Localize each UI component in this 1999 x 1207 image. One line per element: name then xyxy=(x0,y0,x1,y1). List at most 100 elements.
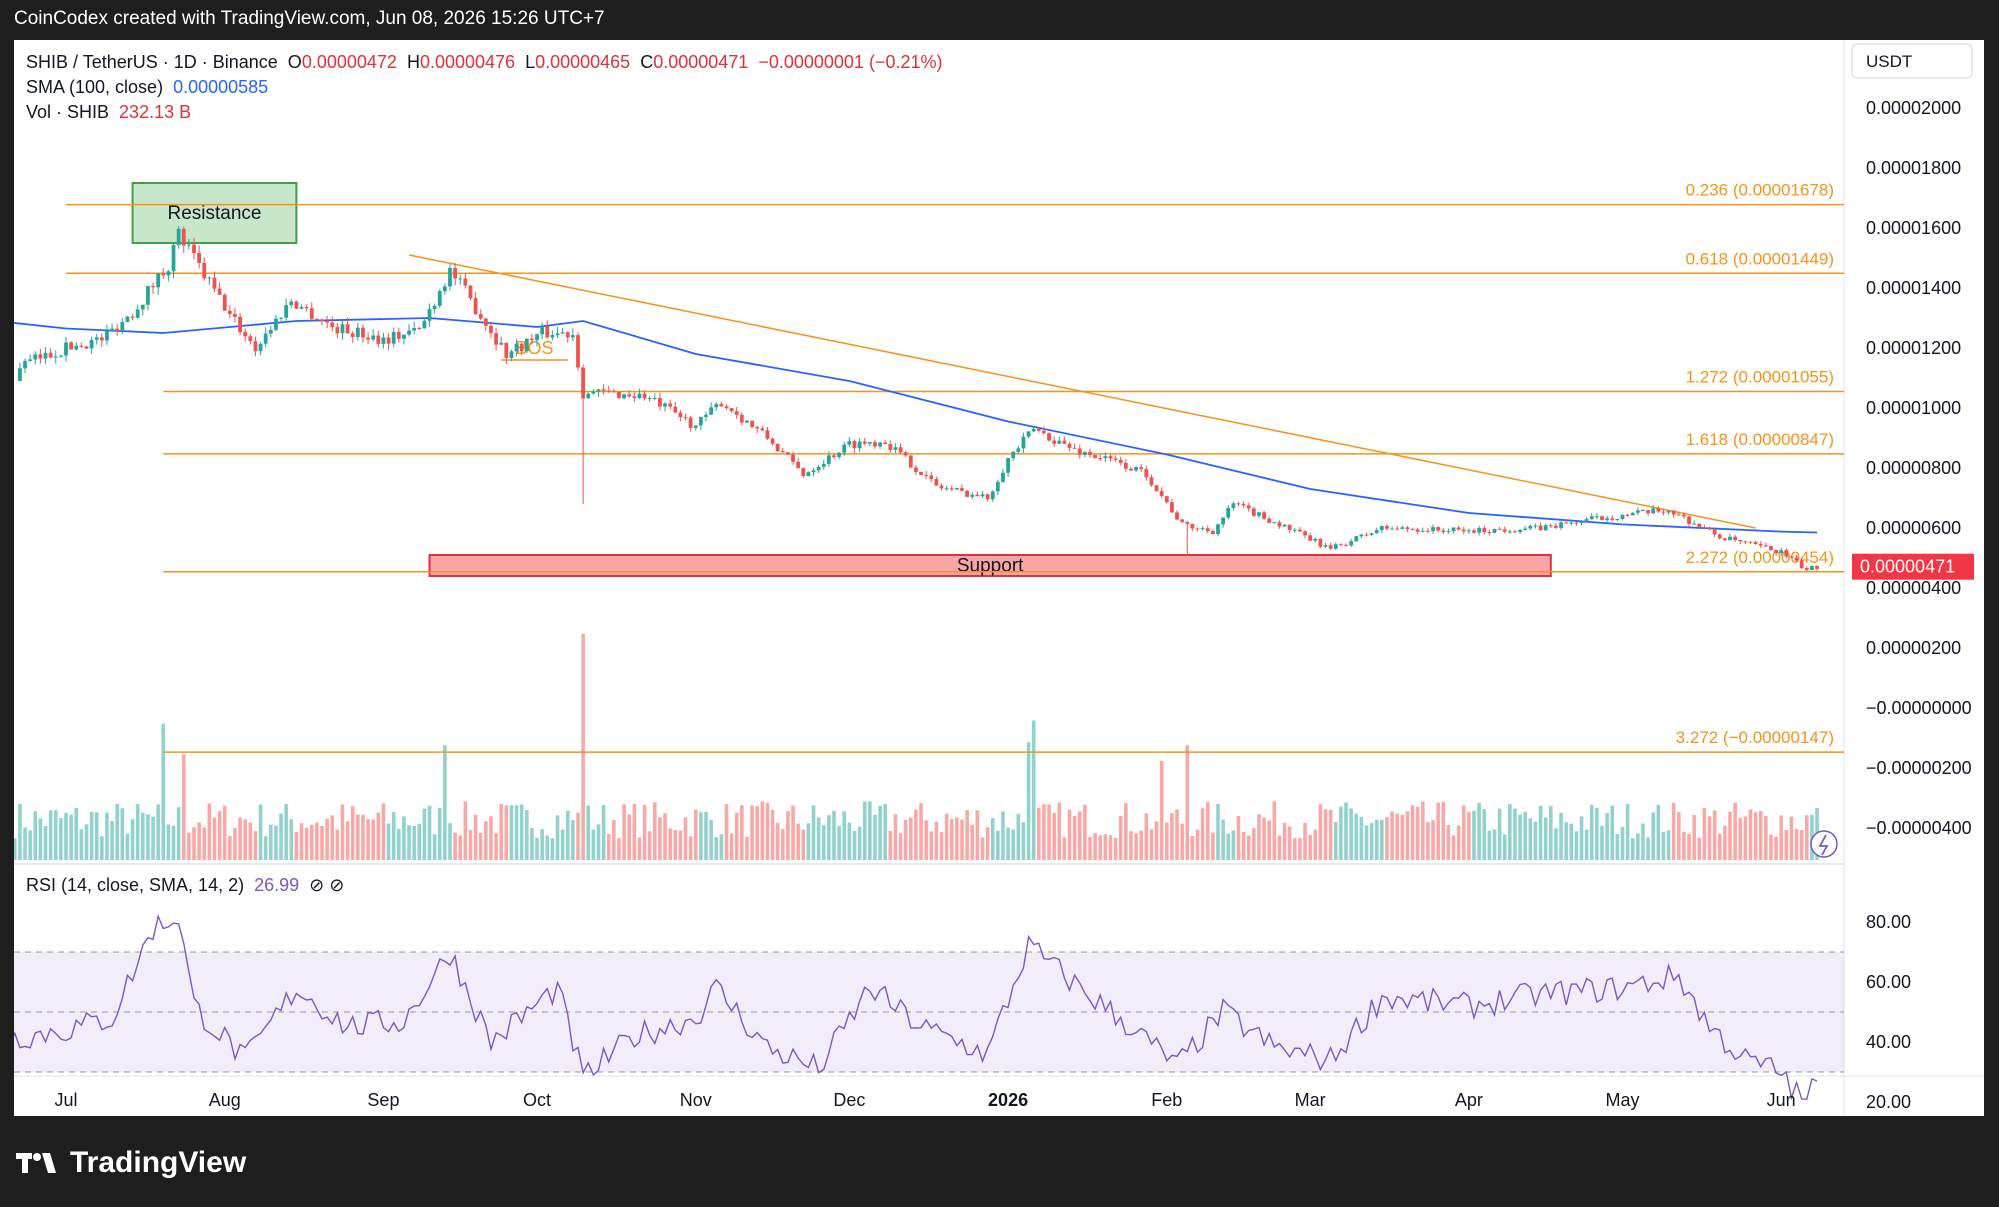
fib-level-label: 2.272 (0.00000454) xyxy=(1686,548,1834,567)
volume-bar xyxy=(888,830,893,860)
volume-bar xyxy=(1252,828,1256,860)
volume-bar xyxy=(760,801,765,860)
rsi-hidden-icons[interactable]: ⊘ ⊘ xyxy=(309,875,345,895)
volume-bar xyxy=(1415,806,1420,860)
volume-bar xyxy=(1175,809,1179,860)
candle-body xyxy=(1784,550,1789,557)
volume-bar xyxy=(755,806,759,860)
candle-body xyxy=(151,286,155,288)
candle-body xyxy=(494,333,498,345)
volume-bar xyxy=(1154,821,1159,860)
candle-body xyxy=(1431,527,1435,532)
volume-bar xyxy=(647,831,652,860)
volume-bar xyxy=(18,804,22,860)
candle-body xyxy=(1513,531,1517,533)
volume-bar xyxy=(417,823,422,860)
volume-bar xyxy=(1753,812,1758,860)
candle-body xyxy=(739,414,744,423)
volume-bar xyxy=(806,823,811,860)
candle-body xyxy=(407,330,411,335)
volume-bar xyxy=(1385,817,1389,860)
candle-body xyxy=(734,411,739,415)
candle-body xyxy=(724,406,729,409)
volume-bar xyxy=(893,814,898,860)
volume-bar xyxy=(28,830,32,860)
volume-bar xyxy=(1195,829,1200,860)
volume-bar xyxy=(1523,811,1527,860)
currency-label[interactable]: USDT xyxy=(1866,52,1912,71)
volume-bar xyxy=(1395,813,1399,860)
candle-body xyxy=(33,354,38,360)
candle-body xyxy=(1559,522,1563,528)
volume-bar xyxy=(1374,819,1379,860)
volume-bar xyxy=(883,804,887,860)
ohlc-row: SHIB / TetherUS · 1D · Binance O0.000004… xyxy=(26,50,942,75)
candle-body xyxy=(622,394,626,399)
volume-bar xyxy=(1185,745,1190,860)
volume-bar xyxy=(233,828,237,860)
candle-body xyxy=(294,301,299,309)
sma-value: 0.00000585 xyxy=(173,77,269,97)
volume-row[interactable]: Vol · SHIB 232.13 B xyxy=(26,100,942,125)
candle-body xyxy=(1001,472,1005,482)
volume-bar xyxy=(391,811,396,860)
candle-body xyxy=(1098,458,1103,460)
volume-bar xyxy=(606,833,611,860)
volume-bar xyxy=(1400,814,1405,860)
volume-bar xyxy=(970,824,975,860)
candle-body xyxy=(161,273,166,276)
candle-body xyxy=(673,406,678,413)
volume-bar xyxy=(371,819,375,860)
volume-bar xyxy=(386,823,391,860)
candle-body xyxy=(468,285,473,299)
candle-body xyxy=(678,412,683,418)
candle-body xyxy=(642,393,647,399)
open-label: O xyxy=(287,52,302,72)
volume-bar xyxy=(1159,760,1164,860)
lightning-icon[interactable] xyxy=(1810,830,1838,858)
candle-body xyxy=(1400,527,1405,529)
candle-body xyxy=(1313,538,1318,541)
volume-bar xyxy=(1093,833,1097,860)
fib-level-label: 0.236 (0.00001678) xyxy=(1686,181,1834,200)
volume-bar xyxy=(1129,831,1133,860)
volume-bar xyxy=(929,831,934,860)
candle-body xyxy=(371,335,376,340)
volume-bar xyxy=(1267,820,1271,860)
volume-bar xyxy=(269,824,273,860)
candle-body xyxy=(847,441,852,445)
volume-bar xyxy=(1636,833,1640,860)
rsi-legend[interactable]: RSI (14, close, SMA, 14, 2) 26.99 ⊘ ⊘ xyxy=(26,875,344,896)
price-chart[interactable]: Resistance Support 0.236 (0.00001678) 0.618… xyxy=(14,40,1984,1116)
sma-row[interactable]: SMA (100, close) 0.00000585 xyxy=(26,75,942,100)
volume-bar xyxy=(23,827,27,860)
candle-body xyxy=(1635,510,1640,513)
candle-body xyxy=(1052,440,1057,444)
volume-bar xyxy=(1779,815,1783,860)
candle-body xyxy=(89,339,94,349)
volume-bar xyxy=(1303,822,1307,860)
candle-body xyxy=(1154,485,1159,492)
volume-bar xyxy=(437,807,442,860)
candle-body xyxy=(238,316,242,333)
candle-body xyxy=(770,438,775,444)
symbol-label[interactable]: SHIB / TetherUS · 1D · Binance xyxy=(26,52,278,72)
time-tick-label: Mar xyxy=(1295,1090,1326,1110)
support-label: Support xyxy=(957,556,1024,577)
candle-body xyxy=(1671,510,1676,515)
candle-body xyxy=(980,494,985,497)
candle-body xyxy=(919,471,923,475)
candle-body xyxy=(826,455,831,464)
volume-bar xyxy=(1211,832,1215,860)
candle-body xyxy=(135,309,140,318)
candle-body xyxy=(601,389,606,391)
candle-body xyxy=(1523,528,1528,530)
candle-body xyxy=(550,335,555,338)
candle-body xyxy=(1374,530,1379,534)
volume-bar xyxy=(1446,824,1451,860)
candle-body xyxy=(130,316,135,318)
volume-bar xyxy=(852,830,857,860)
candle-body xyxy=(1594,516,1599,518)
volume-bar xyxy=(565,810,570,860)
volume-bar xyxy=(724,804,729,860)
